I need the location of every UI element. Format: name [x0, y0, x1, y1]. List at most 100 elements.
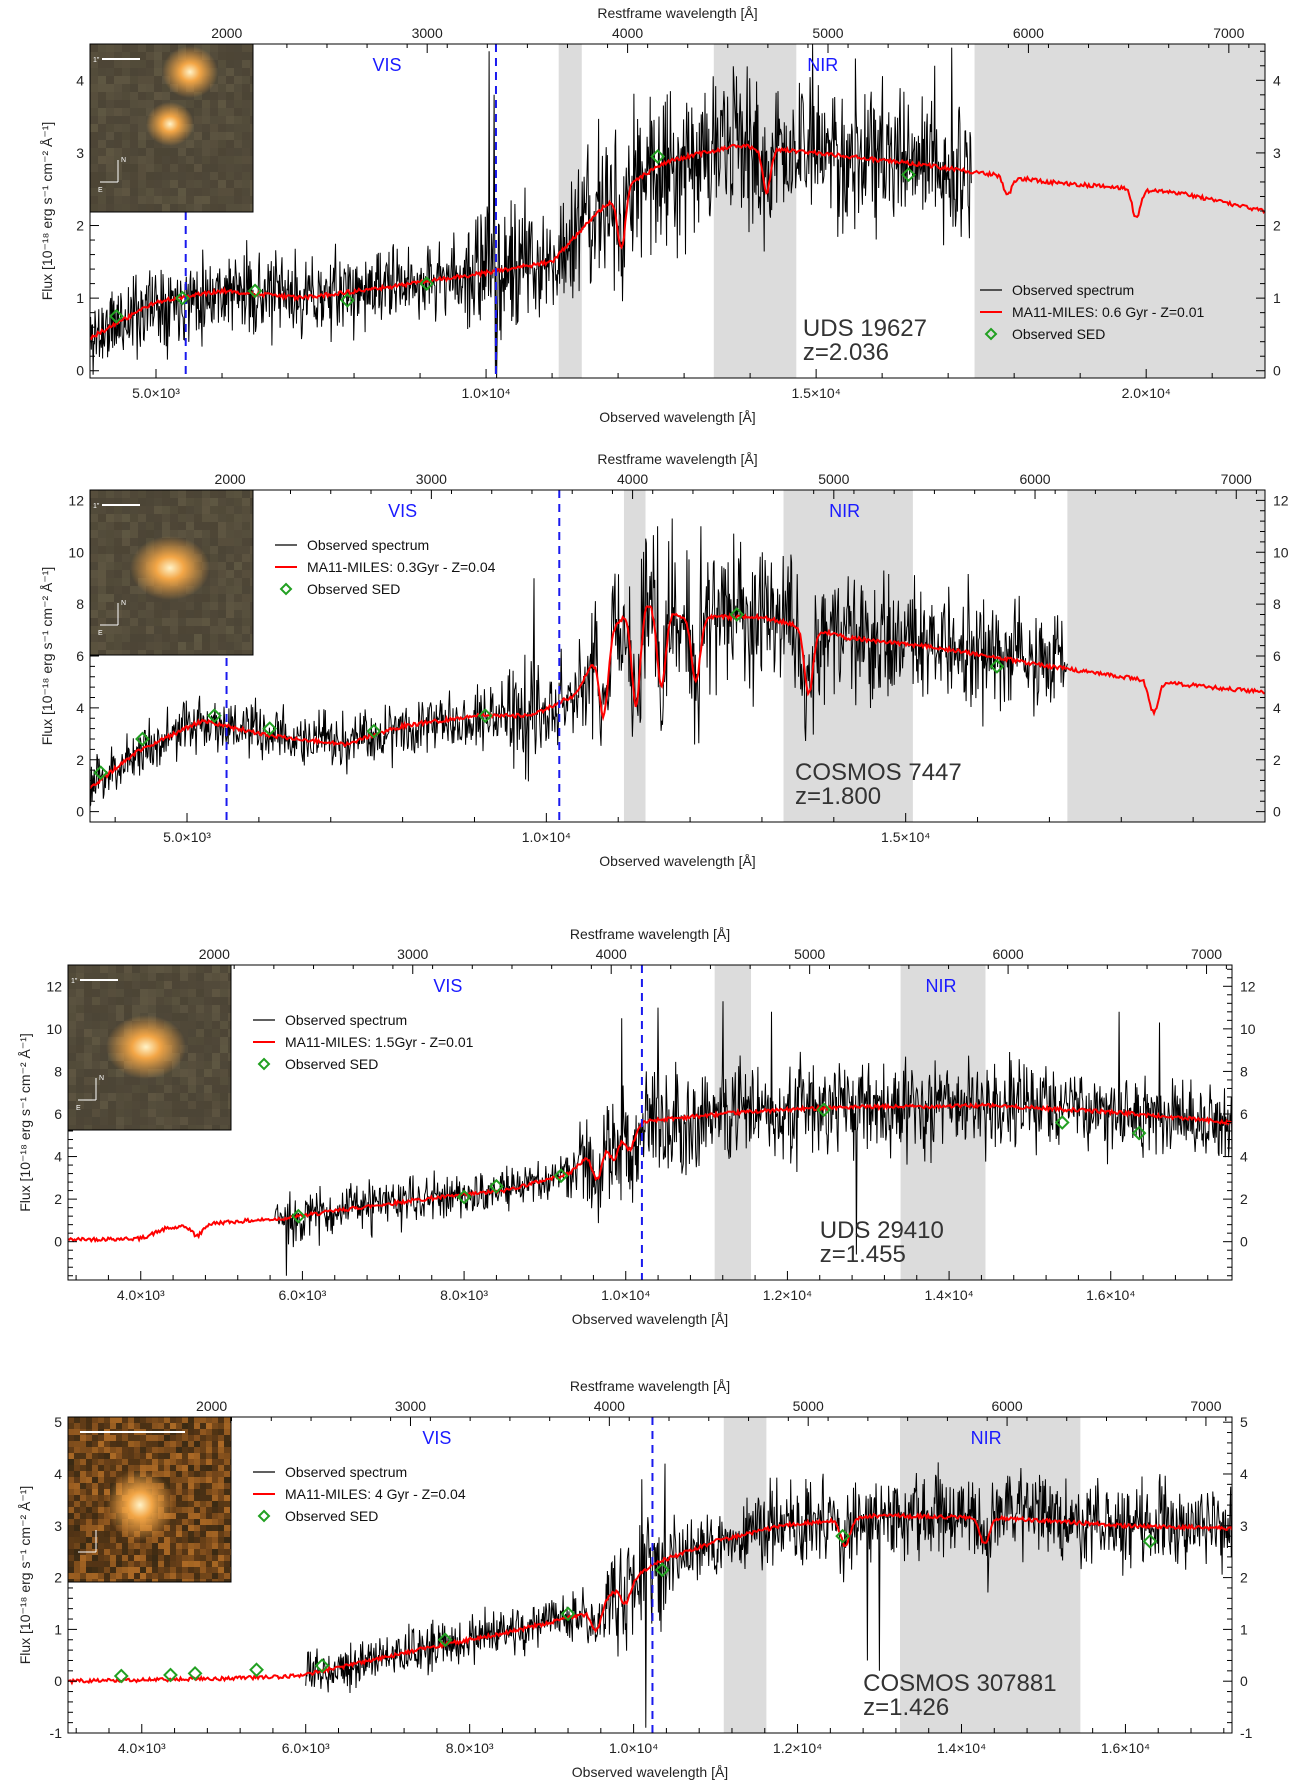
model-spectrum — [68, 1511, 1232, 1686]
inset-noise-pixel — [140, 1453, 146, 1459]
inset-noise-pixel — [178, 506, 186, 514]
inset-noise-pixel — [80, 1561, 86, 1567]
inset-noise-pixel — [98, 76, 106, 84]
inset-noise-pixel — [206, 1435, 212, 1441]
inset-noise-pixel — [194, 498, 202, 506]
inset-noise-pixel — [154, 164, 162, 172]
inset-noise-pixel — [234, 180, 242, 188]
inset-noise-pixel — [114, 562, 122, 570]
inset-noise-pixel — [98, 92, 106, 100]
inset-noise-pixel — [108, 1093, 116, 1101]
inset-noise-pixel — [202, 196, 210, 204]
inset-noise-pixel — [90, 108, 98, 116]
inset-noise-pixel — [162, 204, 170, 212]
inset-noise-pixel — [68, 1037, 76, 1045]
inset-noise-pixel — [218, 1561, 224, 1567]
inset-noise-pixel — [156, 989, 164, 997]
inset-noise-pixel — [84, 1093, 92, 1101]
inset-noise-pixel — [146, 156, 154, 164]
inset-noise-pixel — [202, 100, 210, 108]
inset-noise-pixel — [90, 124, 98, 132]
inset-noise-pixel — [104, 1459, 110, 1465]
inset-noise-pixel — [176, 1483, 182, 1489]
inset-noise-pixel — [218, 610, 226, 618]
inset-noise-pixel — [140, 1101, 148, 1109]
inset-noise-pixel — [188, 1543, 194, 1549]
inset-noise-pixel — [194, 1435, 200, 1441]
inset-noise-pixel — [242, 522, 250, 530]
inset-noise-pixel — [242, 554, 250, 562]
inset-noise-pixel — [226, 92, 234, 100]
inset-noise-pixel — [250, 204, 253, 212]
compass-e-label: E — [76, 1105, 81, 1112]
inset-noise-pixel — [132, 1109, 140, 1117]
inset-noise-pixel — [80, 1525, 86, 1531]
y-tick-label-right: 4 — [1273, 700, 1281, 716]
inset-noise-pixel — [104, 1465, 110, 1471]
inset-noise-pixel — [202, 586, 210, 594]
x-tick-label: 1.6×10⁴ — [1101, 1740, 1150, 1756]
inset-noise-pixel — [158, 1543, 164, 1549]
inset-noise-pixel — [164, 1447, 170, 1453]
inset-noise-pixel — [226, 570, 234, 578]
inset-noise-pixel — [154, 610, 162, 618]
inset-noise-pixel — [84, 1029, 92, 1037]
inset-noise-pixel — [90, 522, 98, 530]
inset-noise-pixel — [194, 490, 202, 498]
inset-noise-pixel — [146, 530, 154, 538]
inset-noise-pixel — [80, 1447, 86, 1453]
inset-noise-pixel — [110, 1447, 116, 1453]
inset-noise-pixel — [90, 164, 98, 172]
inset-noise-pixel — [170, 610, 178, 618]
telluric-band — [558, 44, 582, 378]
inset-noise-pixel — [220, 1021, 228, 1029]
y-tick-label-right: 5 — [1240, 1414, 1248, 1430]
inset-noise-pixel — [100, 1109, 108, 1117]
inset-noise-pixel — [76, 973, 84, 981]
inset-noise-pixel — [226, 642, 234, 650]
top-tick-label: 5000 — [812, 25, 843, 41]
inset-noise-pixel — [74, 1555, 80, 1561]
inset-noise-pixel — [202, 204, 210, 212]
inset-noise-pixel — [122, 1549, 128, 1555]
inset-noise-pixel — [134, 1441, 140, 1447]
inset-noise-pixel — [162, 44, 170, 52]
inset-noise-pixel — [194, 1513, 200, 1519]
inset-noise-pixel — [164, 1435, 170, 1441]
x-tick-label: 1.0×10⁴ — [522, 829, 571, 845]
inset-noise-pixel — [234, 562, 242, 570]
inset-noise-pixel — [194, 1543, 200, 1549]
inset-noise-pixel — [226, 116, 234, 124]
inset-noise-pixel — [186, 530, 194, 538]
inset-noise-pixel — [176, 1531, 182, 1537]
inset-noise-pixel — [74, 1561, 80, 1567]
inset-noise-pixel — [90, 490, 98, 498]
inset-noise-pixel — [194, 1477, 200, 1483]
inset-noise-pixel — [220, 981, 228, 989]
inset-noise-pixel — [234, 642, 242, 650]
inset-noise-pixel — [128, 1447, 134, 1453]
top-tick-label: 4000 — [596, 946, 627, 962]
inset-noise-pixel — [128, 1417, 134, 1423]
inset-noise-pixel — [116, 1531, 122, 1537]
inset-noise-pixel — [90, 132, 98, 140]
inset-noise-pixel — [158, 1453, 164, 1459]
inset-noise-pixel — [76, 965, 84, 973]
legend-sed-label: Observed SED — [285, 1508, 378, 1524]
inset-noise-pixel — [218, 52, 226, 60]
inset-noise-pixel — [98, 156, 106, 164]
inset-noise-pixel — [128, 1555, 134, 1561]
inset-noise-pixel — [242, 100, 250, 108]
plot-area — [68, 1417, 1232, 1733]
inset-noise-pixel — [114, 538, 122, 546]
inset-noise-pixel — [164, 1093, 172, 1101]
inset-noise-pixel — [204, 1125, 212, 1130]
inset-noise-pixel — [108, 981, 116, 989]
inset-noise-pixel — [98, 514, 106, 522]
inset-noise-pixel — [212, 1053, 220, 1061]
inset-noise-pixel — [98, 52, 106, 60]
inset-noise-pixel — [140, 1441, 146, 1447]
inset-noise-pixel — [130, 60, 138, 68]
inset-noise-pixel — [182, 1567, 188, 1573]
inset-noise-pixel — [98, 1555, 104, 1561]
